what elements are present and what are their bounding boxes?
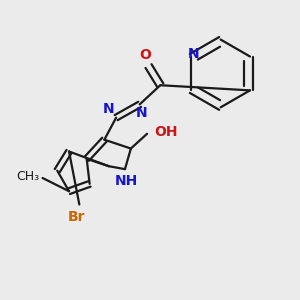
Text: O: O — [140, 48, 152, 62]
Text: NH: NH — [115, 174, 138, 188]
Text: OH: OH — [154, 125, 178, 139]
Text: CH₃: CH₃ — [16, 170, 40, 183]
Text: N: N — [188, 47, 200, 61]
Text: N: N — [103, 102, 115, 116]
Text: Br: Br — [68, 210, 85, 224]
Text: N: N — [135, 106, 147, 120]
